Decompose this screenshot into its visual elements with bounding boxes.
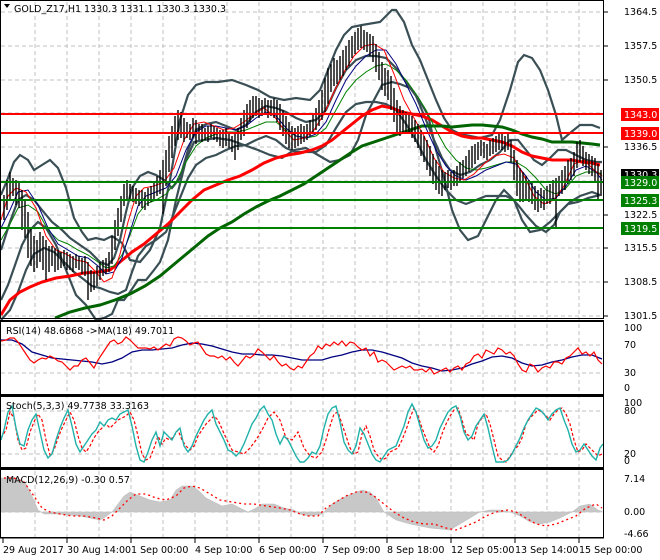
macd-title: MACD(12,26,9) -0.30 0.57 — [6, 475, 130, 486]
price-bars — [3, 26, 602, 300]
svg-text:1330.3: 1330.3 — [624, 170, 657, 181]
time-label: 12 Sep 05:00 — [451, 545, 514, 556]
svg-text:1322.5: 1322.5 — [624, 210, 657, 221]
level-tag-1339 — [621, 127, 659, 140]
rsi-panel[interactable]: RSI(14) 48.6868 ->MA(18) 49.7011 100 70 … — [0, 320, 642, 395]
time-axis: 29 Aug 2017 30 Aug 14:00 1 Sep 00:00 4 S… — [0, 537, 642, 556]
svg-text:-4.66: -4.66 — [624, 529, 649, 540]
level-tag-1325 — [621, 194, 659, 207]
time-label: 8 Sep 18:00 — [387, 545, 444, 556]
level-tags: 1330.3 1343.0 1339.0 1329.0 1325.3 1319.… — [621, 108, 659, 235]
chart-title: GOLD_Z17,H1 1330.3 1331.1 1330.3 1330.3 — [14, 4, 226, 15]
rsi-grid — [1, 344, 603, 374]
svg-text:1339.0: 1339.0 — [624, 129, 657, 140]
time-label: 29 Aug 2017 — [3, 545, 64, 556]
svg-text:30: 30 — [624, 368, 636, 379]
svg-text:1329.0: 1329.0 — [624, 178, 657, 189]
stoch-main-line — [0, 402, 604, 463]
level-tag-1343 — [621, 108, 659, 121]
time-label: 7 Sep 09:00 — [323, 545, 380, 556]
fast-ma-red-line — [0, 43, 603, 283]
svg-text:80: 80 — [624, 406, 636, 417]
current-price-tag — [621, 169, 659, 180]
macd-histogram — [0, 477, 604, 531]
svg-text:1343.0: 1343.0 — [624, 110, 657, 121]
price-panel[interactable]: GOLD_Z17,H1 1330.3 1331.1 1330.3 1330.3 … — [0, 0, 660, 323]
time-label: 4 Sep 10:00 — [195, 545, 252, 556]
rsi-panel-frame — [0, 321, 604, 395]
svg-text:1308.5: 1308.5 — [624, 277, 657, 288]
rsi-ma-line — [1, 339, 603, 372]
stoch-panel-frame — [0, 396, 604, 468]
time-label: 15 Sep 00:00 — [579, 545, 642, 556]
macd-axis: 7.14 0.00 -4.66 — [624, 474, 649, 540]
stochastic-panel[interactable]: Stoch(5,3,3) 49.7738 33.3163 100 80 20 0 — [0, 395, 642, 468]
svg-text:70: 70 — [624, 340, 636, 351]
svg-text:100: 100 — [624, 323, 642, 334]
svg-text:1319.5: 1319.5 — [624, 224, 657, 235]
svg-text:20: 20 — [624, 449, 636, 460]
slow-ma-green-line — [54, 123, 601, 320]
time-label: 1 Sep 00:00 — [131, 545, 188, 556]
vertical-grid — [34, 2, 580, 538]
svg-text:1336.5: 1336.5 — [624, 142, 657, 153]
svg-text:1350.5: 1350.5 — [624, 75, 657, 86]
svg-text:1315.5: 1315.5 — [624, 243, 657, 254]
time-label: 6 Sep 00:00 — [259, 545, 316, 556]
rsi-title: RSI(14) 48.6868 ->MA(18) 49.7011 — [6, 326, 174, 337]
svg-text:1357.5: 1357.5 — [624, 41, 657, 52]
time-label: 30 Aug 14:00 — [67, 545, 131, 556]
time-label: 13 Sep 14:00 — [515, 545, 578, 556]
svg-text:1364.5: 1364.5 — [624, 7, 657, 18]
level-tag-1329 — [621, 176, 659, 189]
macd-panel[interactable]: MACD(12,26,9) -0.30 0.57 7.14 0.00 -4.66 — [0, 468, 649, 540]
svg-text:100: 100 — [624, 398, 642, 409]
rsi-line — [0, 336, 603, 375]
level-tag-1319 — [621, 222, 659, 235]
svg-text:0: 0 — [624, 456, 630, 467]
macd-signal-line — [4, 477, 603, 531]
svg-text:1301.5: 1301.5 — [624, 311, 657, 322]
svg-text:0.00: 0.00 — [624, 507, 645, 518]
svg-text:7.14: 7.14 — [624, 474, 645, 485]
svg-text:0: 0 — [624, 383, 630, 394]
stoch-grid — [1, 410, 603, 455]
rsi-axis: 100 70 30 0 — [624, 323, 642, 394]
chart-header: GOLD_Z17,H1 1330.3 1331.1 1330.3 1330.3 — [4, 4, 226, 15]
price-panel-frame — [0, 0, 604, 319]
stoch-axis: 100 80 20 0 — [624, 398, 642, 467]
svg-text:1325.3: 1325.3 — [624, 196, 657, 207]
price-axis: 1364.5 1357.5 1350.5 1336.5 1322.5 1315.… — [604, 7, 657, 322]
stoch-title: Stoch(5,3,3) 49.7738 33.3163 — [6, 401, 149, 412]
dropdown-triangle-icon[interactable] — [4, 4, 10, 8]
level-lines — [1, 113, 604, 229]
